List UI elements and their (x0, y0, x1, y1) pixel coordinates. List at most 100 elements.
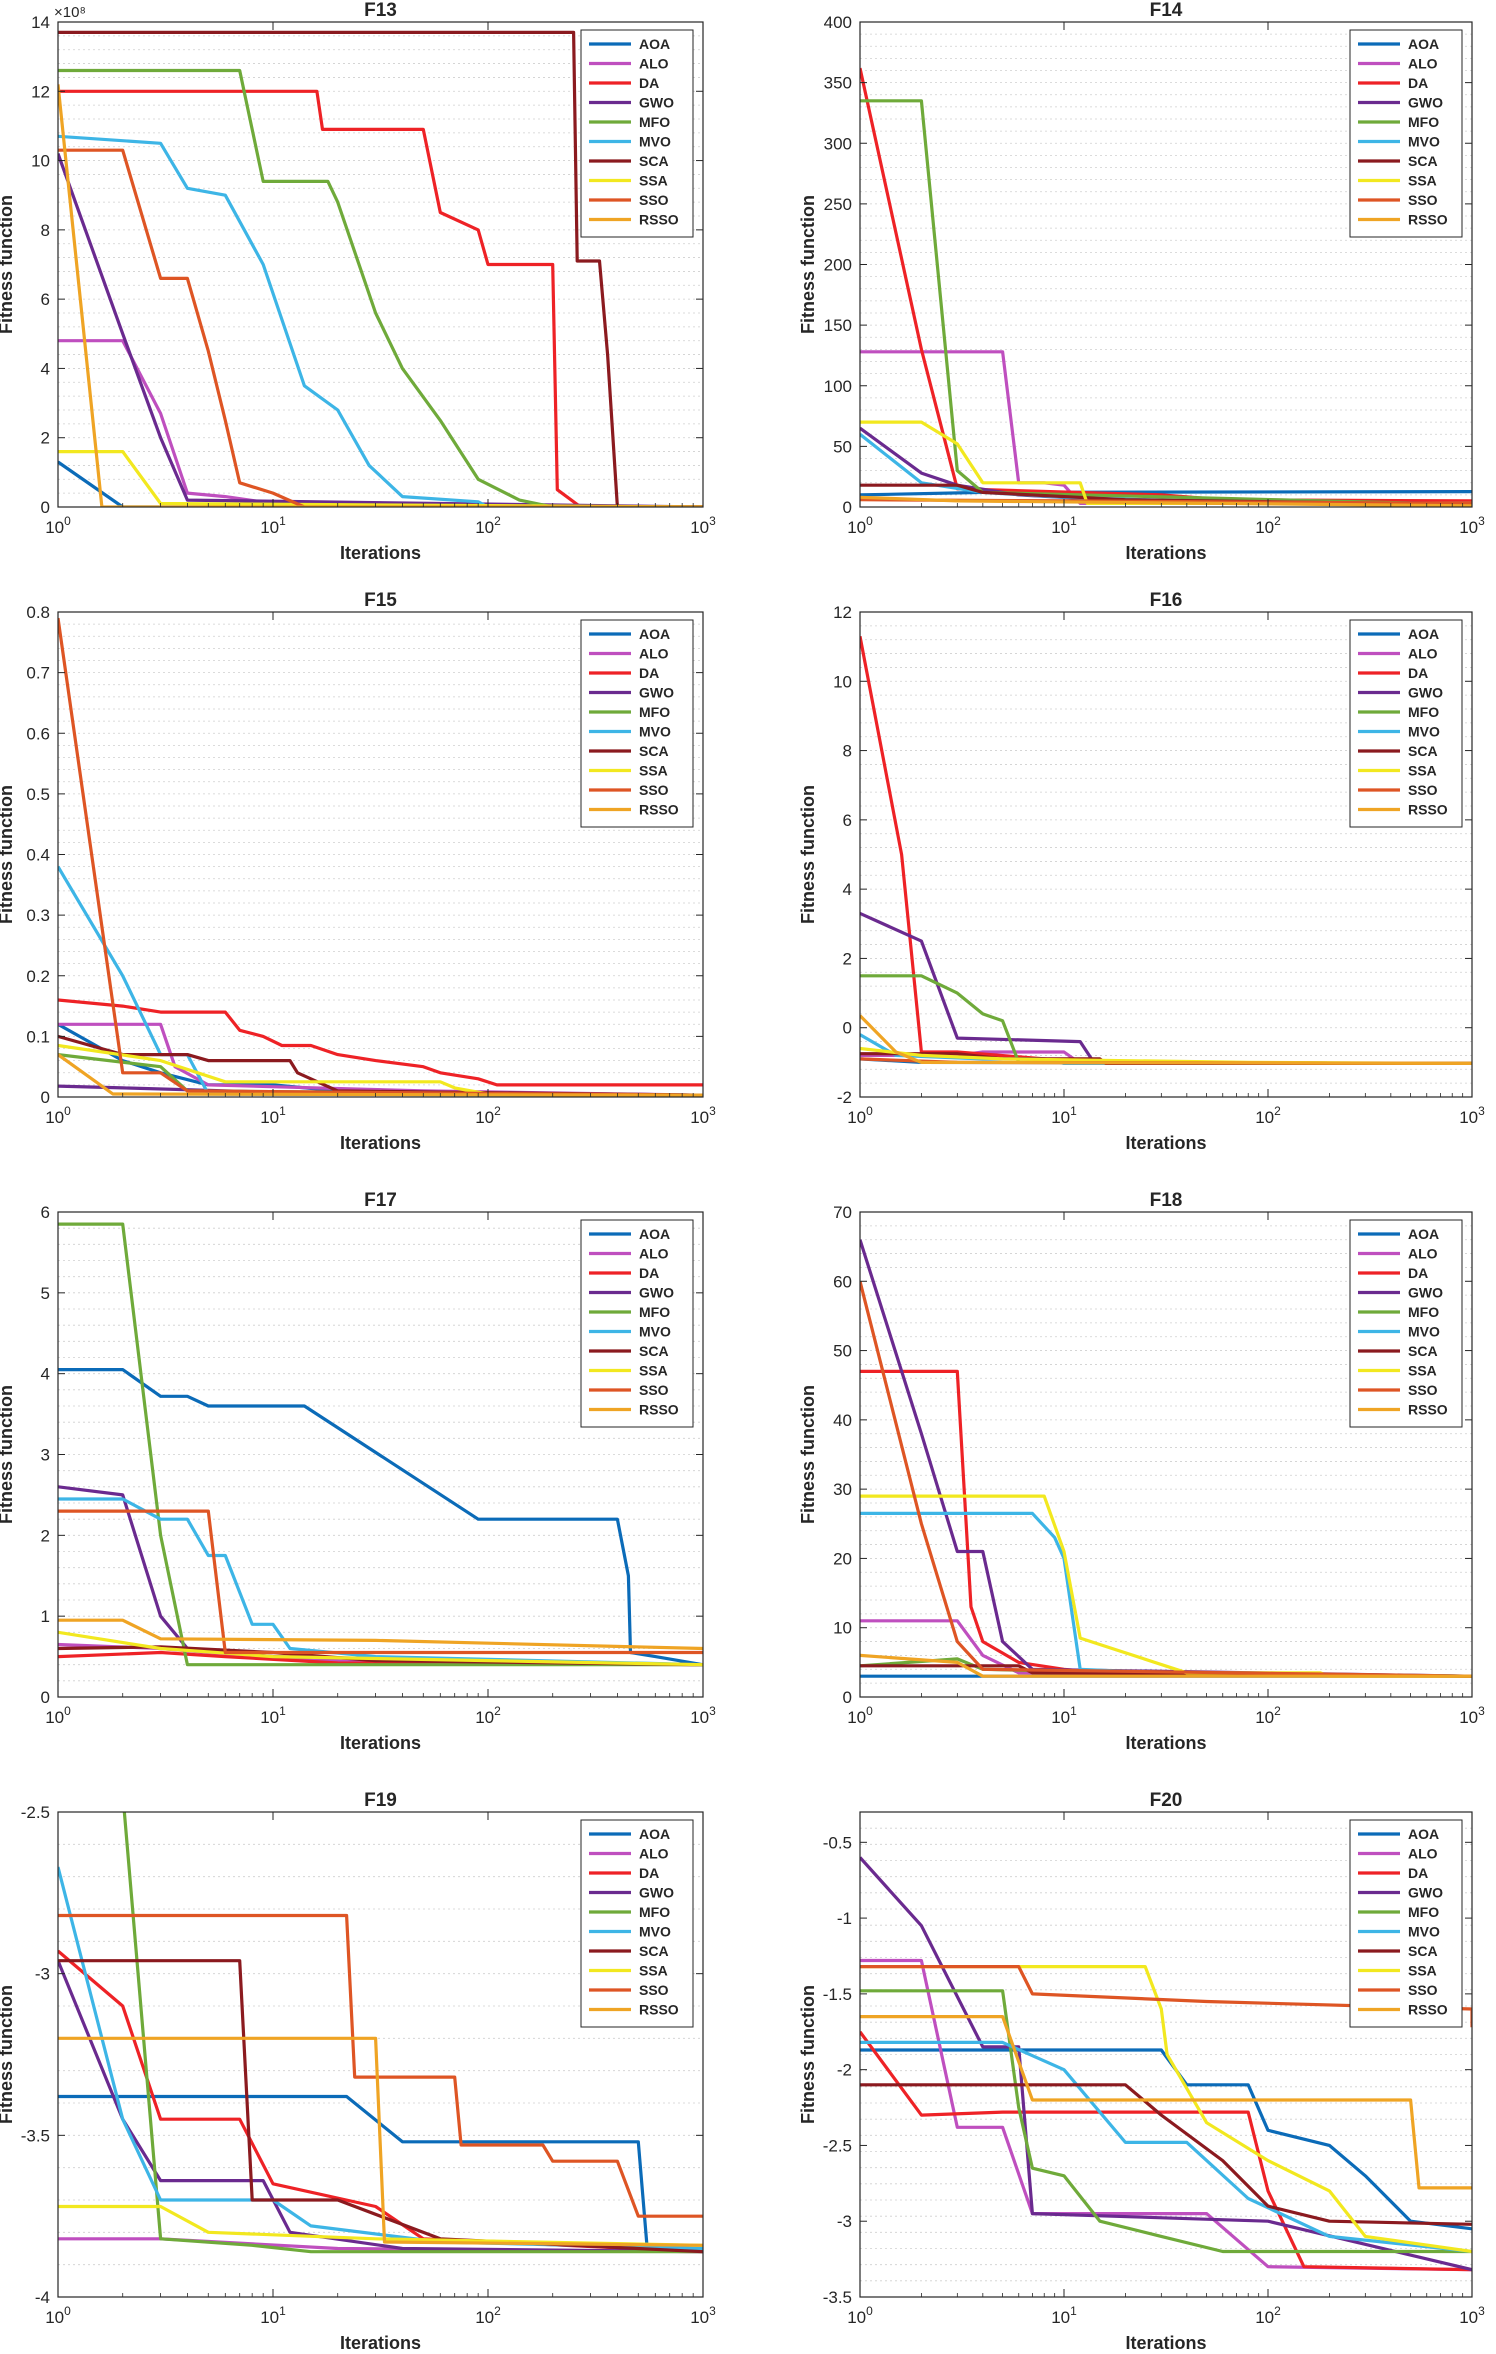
chart-title: F18 (1150, 1190, 1183, 1211)
y-axis-label: Fitness function (798, 195, 818, 334)
x-tick-label: 102 (1255, 1104, 1281, 1127)
chart-title: F13 (364, 0, 397, 21)
y-tick-label: 400 (824, 13, 852, 32)
x-axis-label: Iterations (340, 543, 421, 563)
chart-title: F16 (1150, 590, 1183, 611)
legend-label: MFO (1408, 1904, 1439, 1920)
legend-label: MVO (639, 134, 671, 150)
series-line-rsso (58, 84, 703, 507)
x-tick-label: 101 (260, 1704, 286, 1727)
x-tick-exponent: 3 (1478, 2304, 1485, 2318)
legend-label: SSA (639, 1963, 668, 1979)
x-tick-label: 101 (260, 514, 286, 537)
x-tick-label: 103 (690, 1704, 716, 1727)
legend-label: MVO (1408, 134, 1440, 150)
legend: AOA ALO DA GWO MFO MVO SCA SSA SSO RSSO (580, 1219, 694, 1428)
chart-title: F20 (1150, 1790, 1183, 1811)
series-line-rsso (58, 1618, 703, 1651)
y-tick-label: 0.5 (26, 785, 50, 804)
x-tick-base: 10 (1459, 518, 1478, 537)
series-line-mfo (122, 1812, 703, 2254)
x-tick-exponent: 2 (1274, 2304, 1281, 2318)
legend-label: GWO (1408, 1285, 1443, 1301)
y-tick-label: 10 (31, 152, 50, 171)
y-tick-label: 200 (824, 256, 852, 275)
series-line-sso (58, 1509, 703, 1655)
x-tick-exponent: 2 (494, 514, 501, 528)
legend-label: GWO (639, 1885, 674, 1901)
y-tick-label: 0.4 (26, 846, 50, 865)
y-tick-label: 6 (843, 811, 852, 830)
x-tick-base: 10 (1051, 1108, 1070, 1127)
x-tick-label: 100 (45, 2304, 71, 2327)
axes-frame (859, 1811, 1473, 2298)
y-tick-label: 100 (824, 377, 852, 396)
y-tick-label: -3 (35, 1965, 50, 1984)
x-tick-exponent: 3 (709, 1704, 716, 1718)
y-tick-label: 50 (833, 1342, 852, 1361)
legend-label: AOA (1408, 1226, 1439, 1242)
legend-label: DA (639, 665, 659, 681)
x-tick-label: 100 (847, 1104, 873, 1127)
series-line-da (58, 89, 703, 507)
legend-label: AOA (1408, 1826, 1439, 1842)
legend-box (580, 1819, 694, 2028)
legend-label: ALO (1408, 1846, 1438, 1862)
legend-label: MFO (1408, 704, 1439, 720)
x-tick-exponent: 3 (1478, 514, 1485, 528)
x-tick-exponent: 0 (64, 514, 71, 528)
x-tick-base: 10 (260, 1108, 279, 1127)
series-group (58, 1222, 703, 1667)
series-line-sso (58, 1913, 703, 2218)
x-tick-label: 101 (260, 2304, 286, 2327)
legend-box (1349, 619, 1463, 828)
legend-label: SCA (639, 1343, 669, 1359)
x-tick-exponent: 1 (1070, 2304, 1077, 2318)
legend-label: SCA (639, 1943, 669, 1959)
x-tick-exponent: 1 (279, 514, 286, 528)
series-line-rsso (58, 1053, 703, 1097)
series-line-da (58, 998, 703, 1087)
x-tick-label: 103 (690, 514, 716, 537)
x-tick-label: 103 (690, 2304, 716, 2327)
x-tick-exponent: 2 (1274, 1104, 1281, 1118)
axes-frame (859, 1211, 1473, 1698)
y-tick-label: 50 (833, 437, 852, 456)
x-tick-exponent: 2 (494, 2304, 501, 2318)
series-line-rsso (58, 2036, 703, 2247)
x-tick-label: 101 (1051, 1704, 1077, 1727)
x-tick-label: 100 (847, 2304, 873, 2327)
legend-label: MFO (639, 1904, 670, 1920)
series-line-gwo (58, 153, 703, 507)
series-line-ssa (860, 1964, 1472, 2254)
legend-box (580, 619, 694, 828)
x-tick-exponent: 1 (279, 1704, 286, 1718)
legend-label: MVO (1408, 1924, 1440, 1940)
legend-label: MFO (1408, 114, 1439, 130)
x-tick-base: 10 (690, 518, 709, 537)
y-tick-label: 0.7 (26, 664, 50, 683)
y-tick-label: -2.5 (21, 1803, 50, 1822)
axes-frame (57, 21, 704, 508)
series-line-da (58, 1949, 703, 2254)
x-tick-exponent: 3 (709, 1104, 716, 1118)
y-tick-label: 70 (833, 1203, 852, 1222)
y-tick-label: 10 (833, 1619, 852, 1638)
x-tick-base: 10 (690, 2308, 709, 2327)
x-tick-label: 103 (690, 1104, 716, 1127)
legend-label: ALO (1408, 646, 1438, 662)
x-tick-label: 101 (1051, 2304, 1077, 2327)
y-axis-label: Fitness function (798, 1385, 818, 1524)
x-tick-exponent: 2 (1274, 1704, 1281, 1718)
series-line-sso (860, 1280, 1472, 1678)
x-tick-base: 10 (475, 2308, 494, 2327)
x-tick-exponent: 1 (279, 1104, 286, 1118)
legend: AOA ALO DA GWO MFO MVO SCA SSA SSO RSSO (1349, 29, 1463, 238)
y-tick-label: 20 (833, 1549, 852, 1568)
legend-label: ALO (1408, 56, 1438, 72)
y-tick-label: 350 (824, 74, 852, 93)
